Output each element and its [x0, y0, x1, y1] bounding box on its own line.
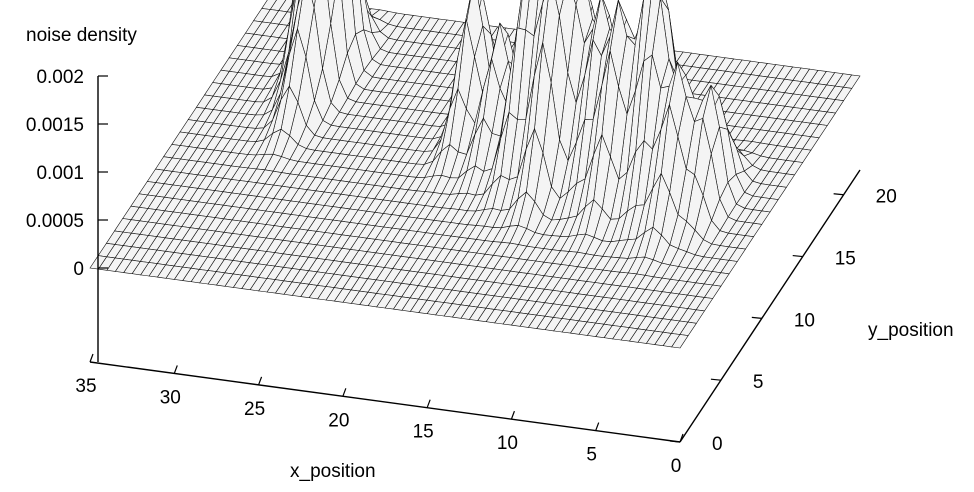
x-tick-label: 10 — [497, 433, 518, 454]
x-tick-mark — [679, 433, 684, 443]
x-tick-mark — [426, 399, 431, 408]
y-tick-mark — [669, 440, 681, 443]
x-tick-mark — [173, 365, 178, 374]
y-tick-label: 5 — [753, 372, 764, 393]
y-axis-line — [679, 169, 861, 443]
tick-labels: 0 0.0005 0.001 0.0015 0.002 35 30 25 20 15 10 5 0 0 5 1… — [26, 67, 897, 477]
y-tick-label: 10 — [794, 310, 815, 331]
z-tick-label: 0.002 — [36, 67, 84, 88]
surface-mesh — [89, 0, 861, 349]
z-axis-label: noise density — [26, 25, 137, 46]
x-tick-label: 20 — [328, 410, 349, 431]
x-tick-mark — [258, 376, 263, 386]
surface-cell — [661, 0, 669, 11]
x-tick-mark — [342, 388, 347, 397]
surface-cell — [352, 0, 365, 35]
z-tick-label: 0.0015 — [26, 115, 84, 136]
x-tick-label: 30 — [160, 387, 181, 408]
x-tick-label: 5 — [586, 445, 597, 466]
x-tick-label: 25 — [244, 399, 265, 420]
z-tick-label: 0.0005 — [26, 211, 84, 232]
x-tick-label: 15 — [413, 422, 434, 443]
surface-cell — [341, 0, 356, 55]
surface-cell — [573, 0, 578, 6]
tick-marks — [89, 75, 844, 443]
x-tick-mark — [89, 353, 94, 363]
x-tick-label: 35 — [75, 376, 96, 397]
y-axis-label: y_position — [868, 320, 954, 341]
surface-cell — [477, 0, 492, 36]
y-tick-mark — [792, 254, 803, 258]
y-tick-mark — [751, 316, 762, 319]
surface-cell — [555, 0, 564, 16]
z-tick-label: 0 — [73, 259, 84, 280]
y-tick-label: 15 — [835, 249, 856, 270]
x-axis-line — [89, 361, 681, 443]
y-tick-mark — [833, 193, 844, 196]
x-axis-label: x_position — [290, 461, 376, 482]
y-tick-label: 20 — [876, 187, 897, 208]
y-tick-label: 0 — [712, 434, 723, 455]
x-tick-mark — [595, 422, 600, 431]
surface-cell — [327, 0, 335, 24]
x-tick-mark — [510, 410, 515, 420]
y-tick-mark — [710, 378, 721, 381]
z-tick-label: 0.001 — [36, 163, 84, 184]
x-tick-label: 0 — [671, 456, 682, 477]
